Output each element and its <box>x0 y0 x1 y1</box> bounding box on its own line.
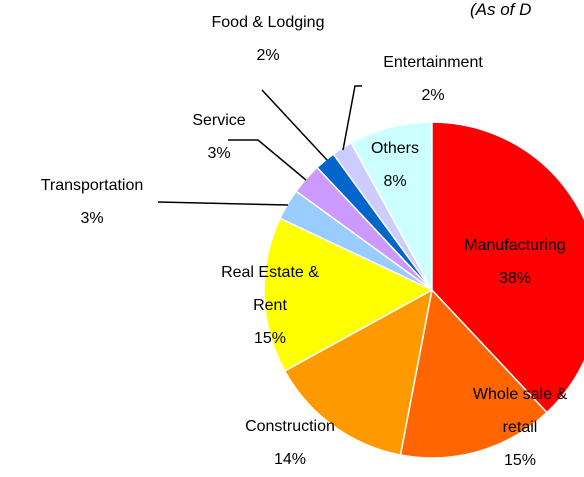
pie-slice <box>283 288 434 456</box>
leader-line <box>261 89 328 161</box>
pie-slice <box>263 217 434 372</box>
slice-name: Entertainment <box>383 54 483 71</box>
slice-label: Whole sale & retail 15% <box>460 378 580 477</box>
slice-label: Manufacturing 38% <box>455 229 575 295</box>
slice-label: Transportation 3% <box>12 169 172 235</box>
slice-label: Food & Lodging 2% <box>188 6 348 72</box>
slice-value: 38% <box>498 270 532 287</box>
slice-name: Food & Lodging <box>211 14 325 31</box>
chart-subtitle: (As of D <box>470 0 532 19</box>
slice-label: Construction 14% <box>230 410 350 476</box>
slice-label: Entertainment 2% <box>363 46 503 112</box>
leader-line <box>157 201 289 206</box>
slice-value: 14% <box>273 451 307 468</box>
slice-name: Others <box>370 140 419 157</box>
slice-value: 8% <box>383 173 407 190</box>
slice-name: Whole sale & retail <box>472 386 568 436</box>
slice-label: Others 8% <box>345 132 445 198</box>
slice-value: 3% <box>207 145 231 162</box>
slice-label: Real Estate & Rent 15% <box>215 256 325 355</box>
leader-line <box>342 85 362 151</box>
leader-line <box>228 139 307 181</box>
slice-value: 2% <box>421 87 445 104</box>
slice-name: Transportation <box>40 177 144 194</box>
slice-value: 15% <box>503 452 537 469</box>
slice-value: 15% <box>253 330 287 347</box>
slice-name: Manufacturing <box>464 237 566 254</box>
pie-slice <box>399 288 549 459</box>
pie-slice <box>431 121 584 414</box>
slice-name: Service <box>192 112 246 129</box>
slice-label: Service 3% <box>159 104 279 170</box>
slice-name: Real Estate & Rent <box>221 264 319 314</box>
slice-name: Construction <box>245 418 335 435</box>
slice-value: 2% <box>256 47 280 64</box>
slice-value: 3% <box>80 210 104 227</box>
